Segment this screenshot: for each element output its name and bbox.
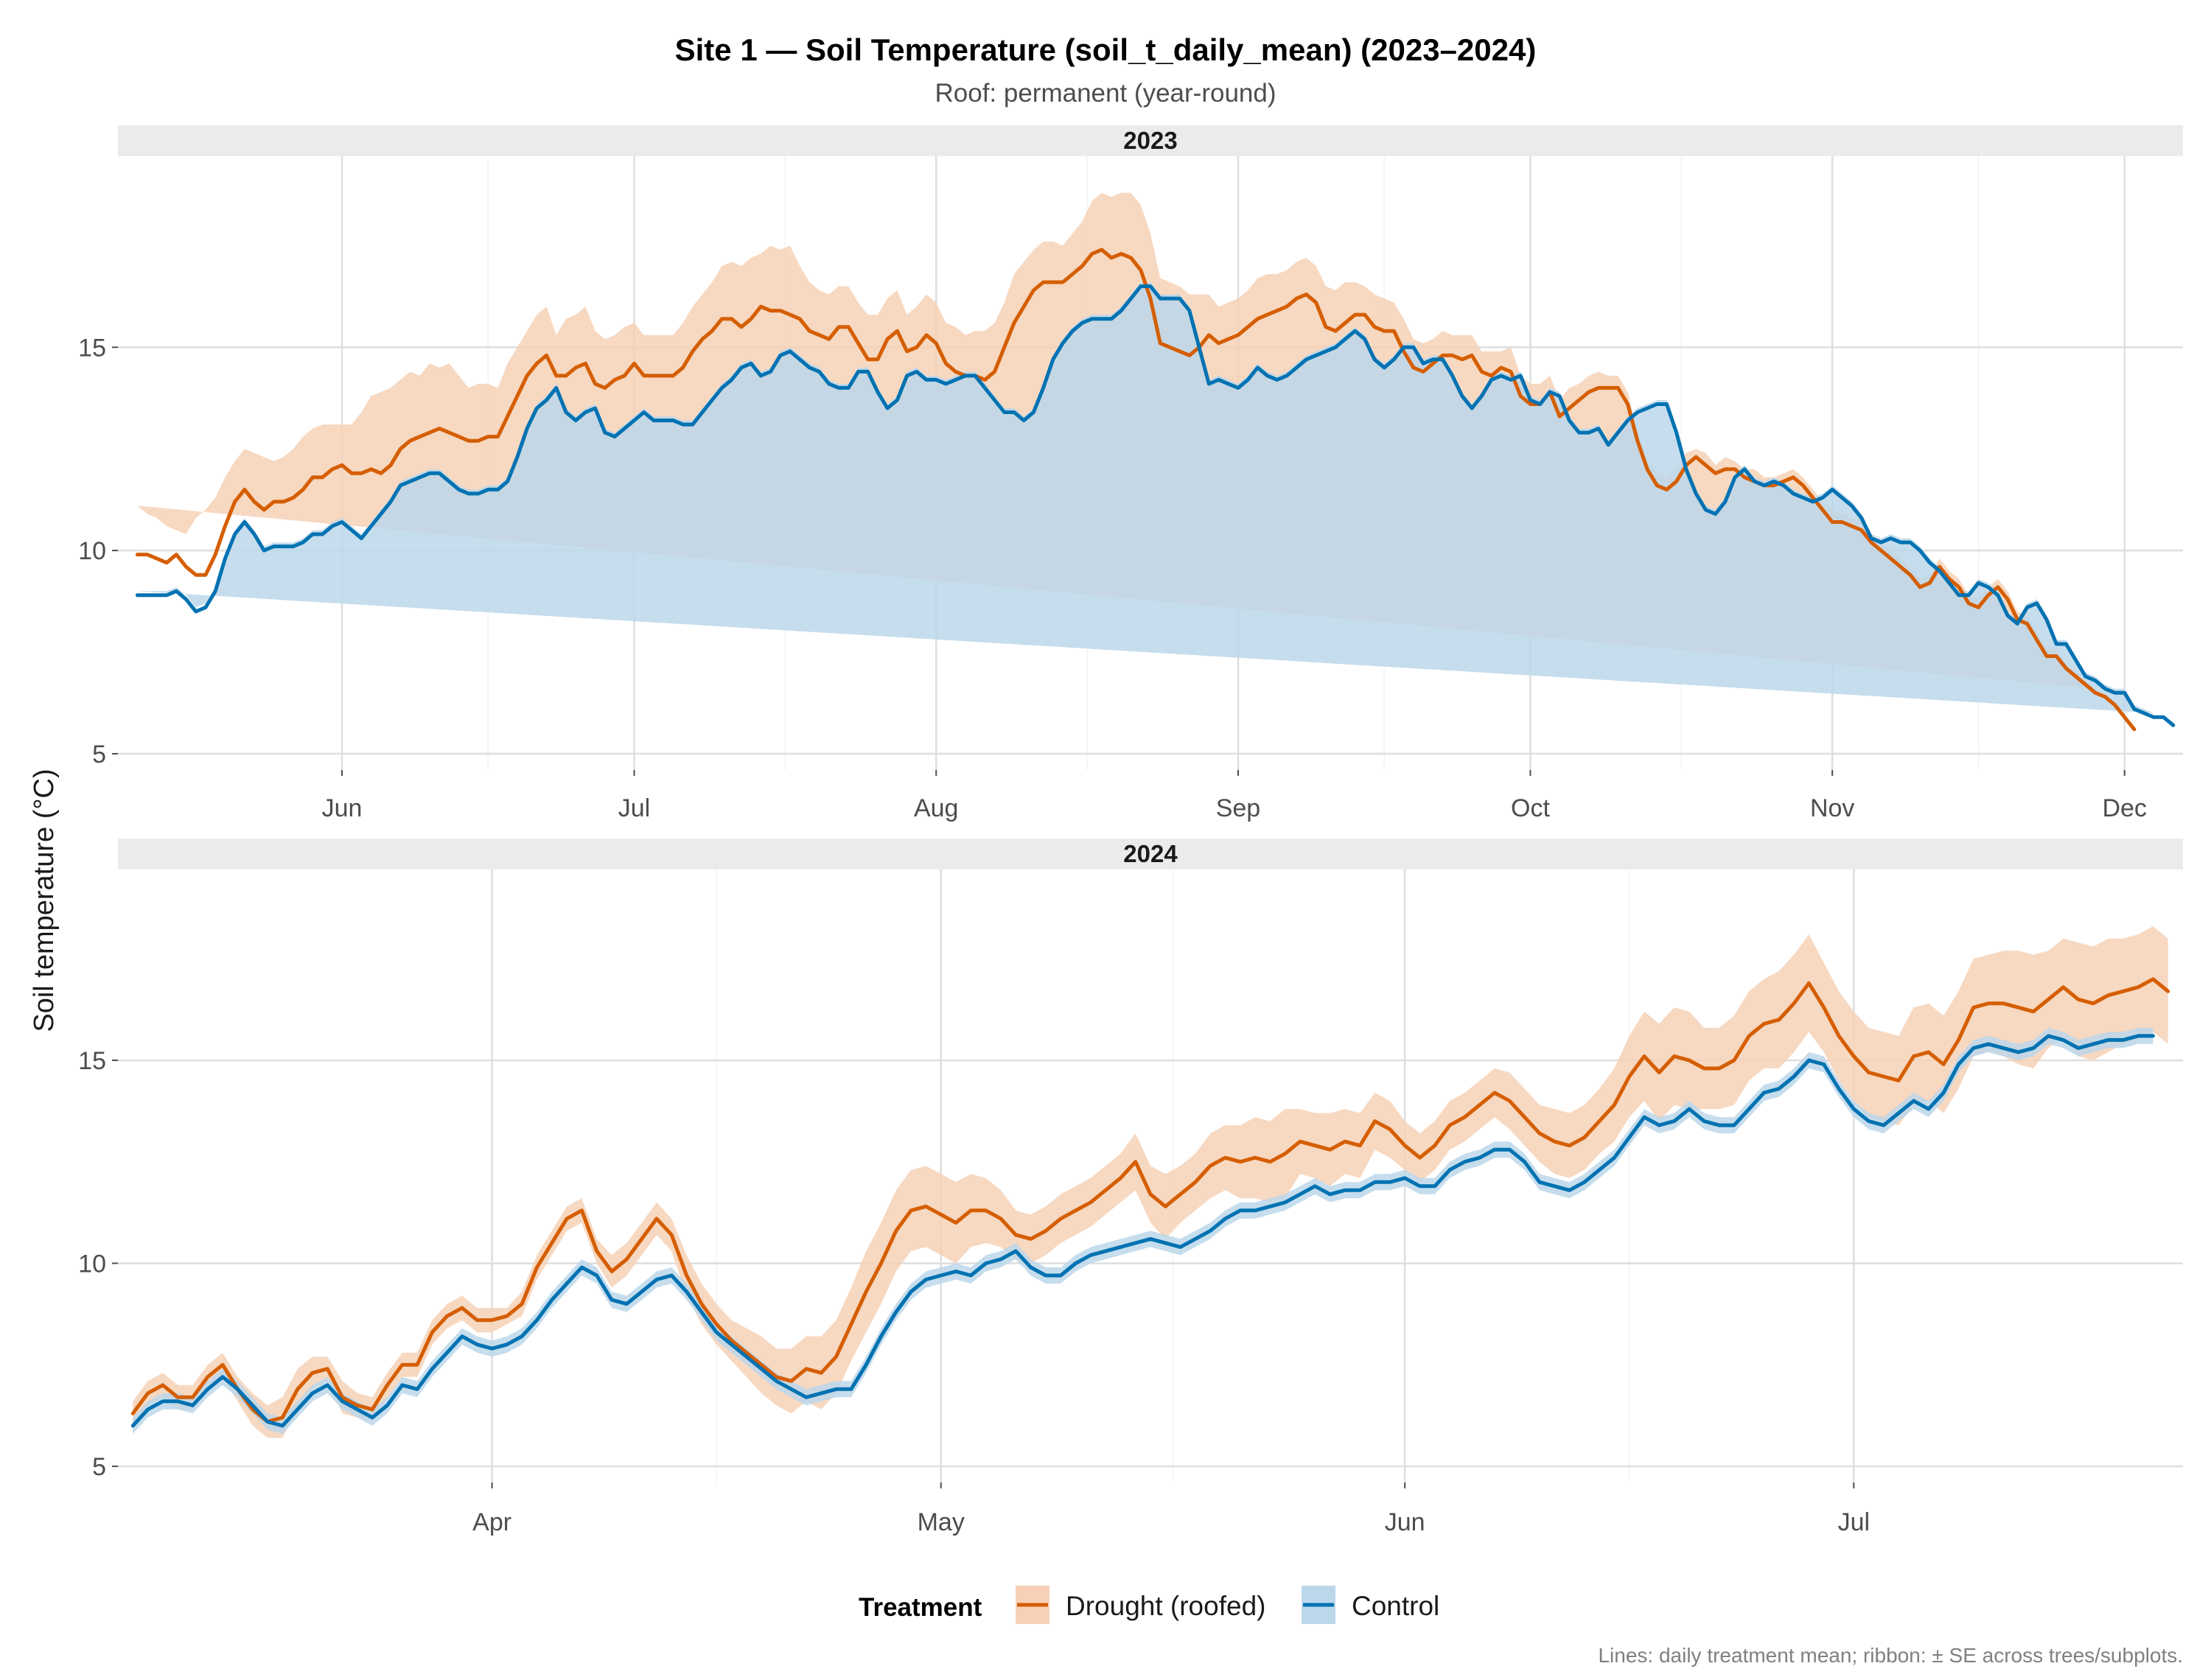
- chart-subtitle: Roof: permanent (year-round): [935, 79, 1276, 108]
- x-tick-label: Apr: [472, 1508, 511, 1536]
- legend-label-drought: Drought (roofed): [1066, 1591, 1265, 1621]
- y-axis-label: Soil temperature (°C): [29, 769, 60, 1032]
- x-tick-label: Nov: [1810, 794, 1854, 822]
- panel-2023: 2023 5 10 15 Jun Jul Aug Sep Oct Nov Dec: [78, 125, 2183, 822]
- y-tick-label: 10: [78, 1250, 106, 1278]
- facet-strip: [118, 125, 2183, 156]
- x-tick-label: Jun: [1385, 1508, 1425, 1536]
- facet-strip: [118, 839, 2183, 869]
- x-tick-label: Jul: [618, 794, 650, 822]
- x-tick-label: Jun: [322, 794, 363, 822]
- series-line-control: [135, 284, 2176, 727]
- y-tick-label: 5: [92, 741, 106, 769]
- ribbon-drought-roofed: [133, 926, 2168, 1438]
- series-line-control: [130, 1034, 2155, 1428]
- legend-label-control: Control: [1352, 1591, 1439, 1621]
- y-tick-label: 15: [78, 334, 106, 362]
- x-tick-label: Aug: [914, 794, 959, 822]
- y-tick-label: 10: [78, 537, 106, 565]
- chart-caption: Lines: daily treatment mean; ribbon: ± S…: [1598, 1644, 2183, 1667]
- x-tick-label: Oct: [1511, 794, 1550, 822]
- ribbon-control: [137, 282, 2154, 713]
- chart-title: Site 1 — Soil Temperature (soil_t_daily_…: [675, 32, 1537, 67]
- legend-title: Treatment: [859, 1593, 982, 1622]
- facet-strip-label: 2023: [1123, 127, 1177, 154]
- x-tick-label: May: [918, 1508, 965, 1536]
- x-tick-label: Sep: [1216, 794, 1261, 822]
- series-line-drought-roofed: [130, 977, 2170, 1424]
- x-tick-label: Dec: [2102, 794, 2146, 822]
- y-tick-label: 15: [78, 1047, 106, 1075]
- legend: Treatment Drought (roofed) Control: [859, 1586, 1439, 1624]
- series-line-drought-roofed: [135, 248, 2137, 732]
- x-tick-label: Jul: [1838, 1508, 1870, 1536]
- panel-2024: 2024 5 10 15 Apr May Jun Jul: [78, 839, 2183, 1536]
- y-tick-label: 5: [92, 1453, 106, 1481]
- facet-strip-label: 2024: [1123, 840, 1178, 867]
